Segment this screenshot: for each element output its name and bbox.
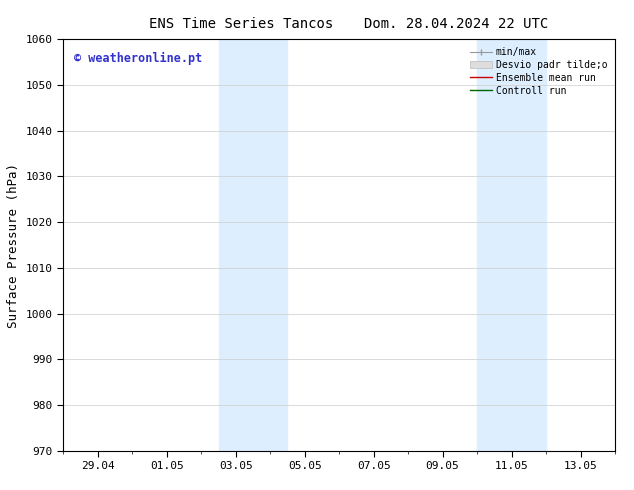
Text: © weatheronline.pt: © weatheronline.pt: [74, 51, 203, 65]
Bar: [219, 39, 287, 451]
Y-axis label: Surface Pressure (hPa): Surface Pressure (hPa): [8, 163, 20, 327]
Legend: min/max, Desvio padr tilde;o, Ensemble mean run, Controll run: min/max, Desvio padr tilde;o, Ensemble m…: [467, 44, 610, 98]
Text: Dom. 28.04.2024 22 UTC: Dom. 28.04.2024 22 UTC: [365, 17, 548, 31]
Text: ENS Time Series Tancos: ENS Time Series Tancos: [149, 17, 333, 31]
Bar: [477, 39, 546, 451]
